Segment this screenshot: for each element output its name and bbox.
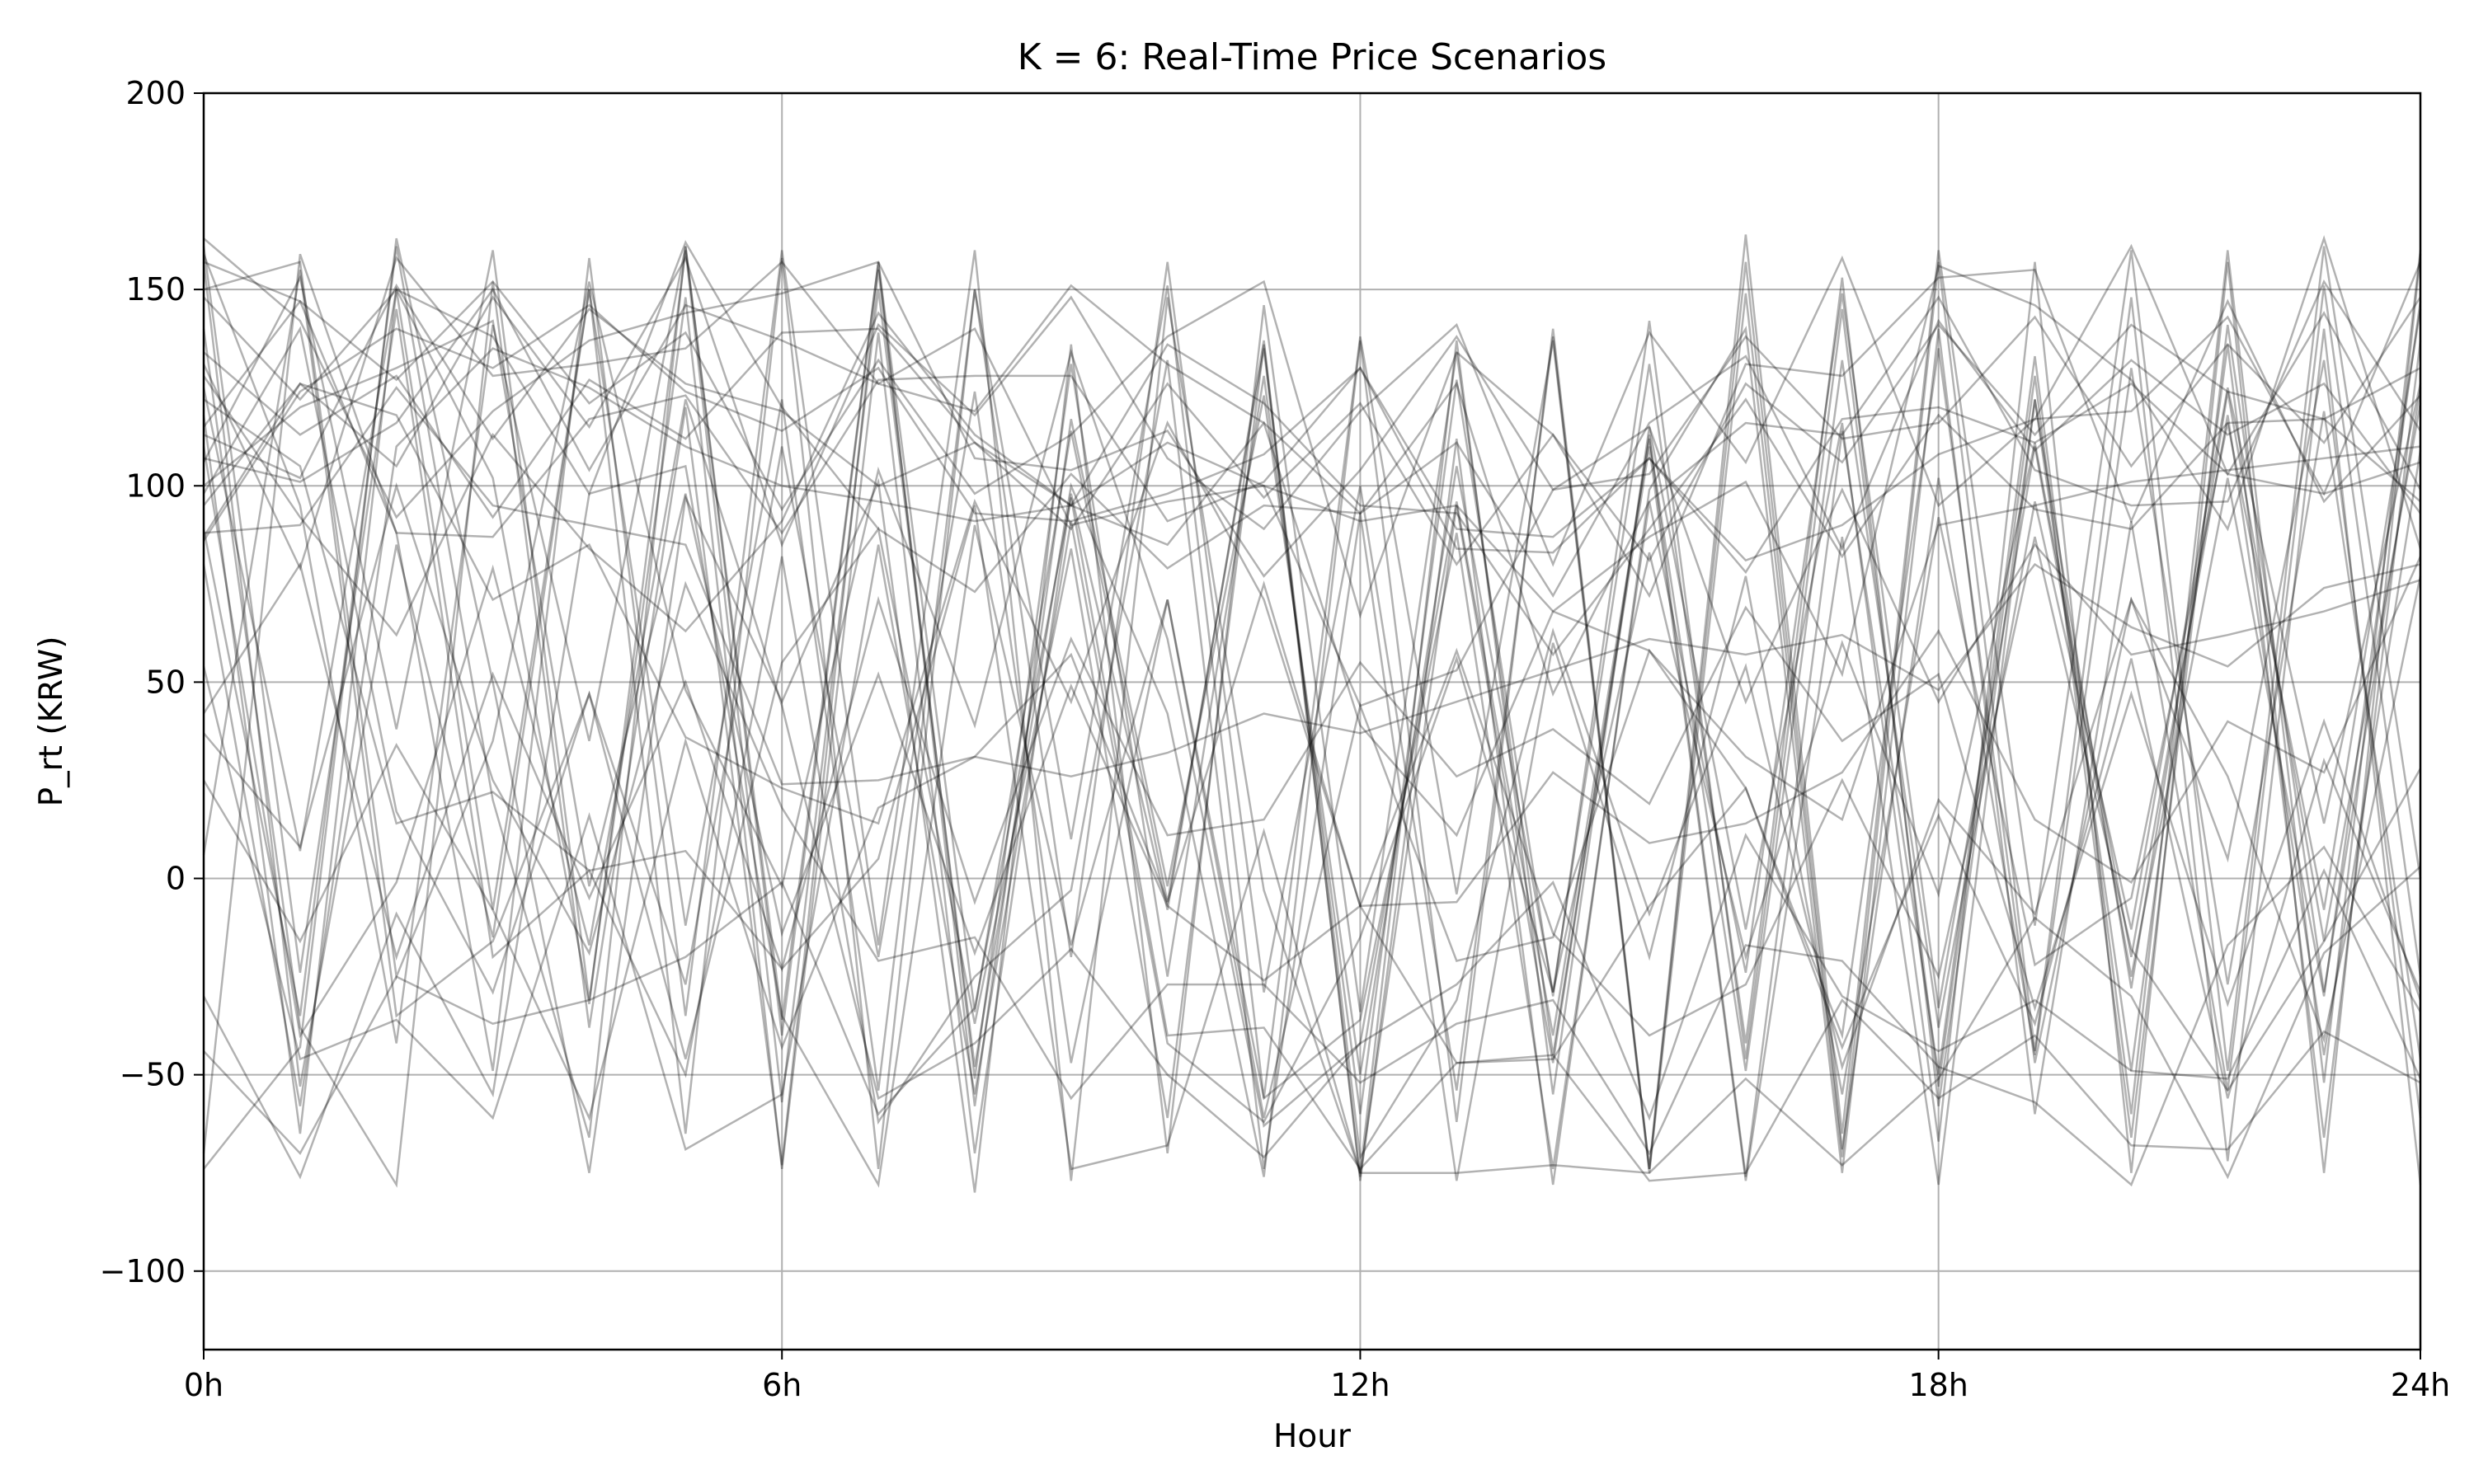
- series-lines: [202, 234, 2422, 1193]
- scenario-line-4: [202, 234, 2422, 1170]
- scenario-line-7: [202, 250, 2422, 1177]
- scenario-line-18: [203, 497, 2421, 1182]
- scenario-line-16: [202, 270, 2422, 1119]
- scenario-line-11: [202, 293, 2422, 1188]
- scenario-line-25: [202, 347, 2421, 1106]
- scenario-line-35: [203, 268, 2421, 619]
- scenario-line-17: [202, 580, 2422, 1121]
- scenario-line-15: [202, 561, 2422, 1012]
- y-tick-label: −100: [100, 1253, 186, 1289]
- y-tick-label: 0: [166, 861, 186, 897]
- scenario-line-3: [202, 246, 2422, 1177]
- scenario-line-27: [203, 261, 2421, 575]
- scenario-line-28: [203, 327, 2421, 657]
- x-tick-label: 6h: [762, 1367, 802, 1403]
- y-tick-label: 50: [146, 664, 186, 700]
- x-tick-label: 12h: [1330, 1367, 1390, 1403]
- scenario-line-32: [203, 240, 2422, 697]
- scenario-line-14: [202, 326, 2422, 1161]
- y-tick-label: 150: [125, 271, 186, 308]
- x-tick-label: 0h: [184, 1367, 223, 1403]
- scenario-line-19: [203, 481, 2422, 1187]
- scenario-line-26: [202, 311, 2421, 707]
- y-tick-label: 100: [125, 467, 186, 504]
- x-tick-label: 24h: [2391, 1367, 2450, 1403]
- scenario-line-13: [202, 246, 2422, 1181]
- scenario-line-31: [203, 283, 2421, 566]
- scenario-line-6: [202, 250, 2422, 1186]
- scenario-line-10: [203, 261, 2422, 1128]
- scenario-line-20: [203, 398, 2421, 1180]
- scenario-line-21: [202, 399, 2422, 1159]
- scenario-line-2: [202, 261, 2422, 1186]
- axis-ticks: 0h 6h 12h 18h 24h −100 −50 0 50 100 150 200: [100, 75, 2451, 1403]
- x-tick-label: 18h: [1908, 1367, 1968, 1403]
- y-axis-label: P_rt (KRW): [33, 636, 70, 807]
- scenario-line-34: [203, 237, 2422, 578]
- x-axis-label: Hour: [1273, 1418, 1352, 1455]
- scenario-line-24: [203, 382, 2422, 908]
- scenario-line-9: [202, 246, 2422, 1106]
- scenario-line-1: [202, 250, 2422, 1181]
- scenario-line-23: [203, 386, 2421, 786]
- scenario-line-33: [202, 235, 2422, 678]
- scenario-line-5: [203, 237, 2422, 1193]
- y-tick-label: 200: [125, 75, 186, 111]
- y-tick-label: −50: [120, 1057, 186, 1093]
- scenario-line-12: [202, 415, 2422, 1151]
- scenario-line-30: [202, 261, 2422, 562]
- scenario-line-36: [202, 243, 2422, 567]
- chart-title: K = 6: Real-Time Price Scenarios: [1018, 36, 1606, 78]
- scenario-line-29: [203, 284, 2422, 599]
- plot-frame: [202, 92, 2422, 1351]
- scenario-line-22: [203, 319, 2422, 1092]
- scenario-line-8: [202, 270, 2422, 1188]
